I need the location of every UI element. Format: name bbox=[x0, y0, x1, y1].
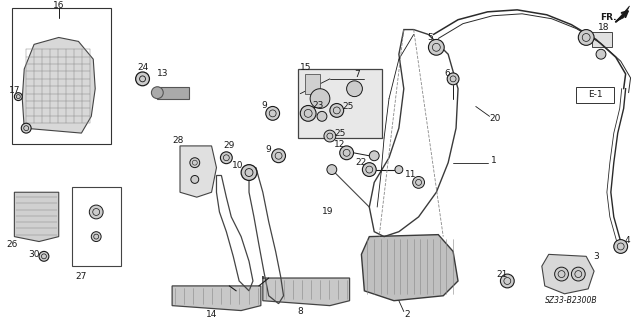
Circle shape bbox=[572, 267, 585, 281]
Circle shape bbox=[413, 176, 424, 188]
Circle shape bbox=[241, 165, 257, 181]
Text: 25: 25 bbox=[342, 102, 353, 111]
Circle shape bbox=[310, 89, 330, 108]
Circle shape bbox=[14, 93, 22, 100]
Circle shape bbox=[272, 149, 285, 163]
Text: 20: 20 bbox=[490, 114, 501, 123]
Text: 12: 12 bbox=[334, 140, 346, 149]
Text: 25: 25 bbox=[334, 129, 346, 137]
Text: 6: 6 bbox=[444, 70, 450, 78]
Bar bbox=[577, 87, 614, 102]
Circle shape bbox=[266, 107, 280, 120]
Text: 24: 24 bbox=[137, 63, 148, 71]
Circle shape bbox=[190, 158, 200, 167]
Bar bbox=[157, 87, 189, 99]
Circle shape bbox=[220, 152, 232, 164]
Text: 9: 9 bbox=[261, 101, 267, 110]
Text: FR.: FR. bbox=[600, 13, 617, 22]
Bar bbox=[72, 187, 121, 266]
Text: 10: 10 bbox=[232, 161, 244, 170]
Circle shape bbox=[92, 232, 101, 241]
Polygon shape bbox=[542, 254, 594, 294]
Circle shape bbox=[395, 166, 403, 174]
Circle shape bbox=[369, 151, 379, 161]
Circle shape bbox=[428, 40, 444, 55]
Polygon shape bbox=[172, 286, 261, 311]
Text: 14: 14 bbox=[206, 310, 217, 319]
Circle shape bbox=[596, 49, 606, 59]
Circle shape bbox=[300, 106, 316, 121]
Polygon shape bbox=[362, 235, 458, 301]
Text: 8: 8 bbox=[298, 307, 303, 316]
Text: 19: 19 bbox=[322, 207, 333, 217]
Text: E-1: E-1 bbox=[588, 90, 602, 99]
Circle shape bbox=[21, 123, 31, 133]
Circle shape bbox=[324, 130, 336, 142]
Circle shape bbox=[191, 175, 199, 183]
Circle shape bbox=[330, 104, 344, 117]
Circle shape bbox=[555, 267, 568, 281]
Circle shape bbox=[614, 240, 628, 253]
Text: 18: 18 bbox=[598, 23, 610, 32]
Text: 13: 13 bbox=[157, 70, 168, 78]
Text: 2: 2 bbox=[404, 310, 410, 319]
Polygon shape bbox=[22, 37, 95, 133]
Circle shape bbox=[447, 73, 459, 85]
Text: 5: 5 bbox=[428, 33, 433, 42]
Text: 16: 16 bbox=[53, 1, 65, 11]
Circle shape bbox=[340, 146, 353, 160]
Text: 15: 15 bbox=[300, 63, 312, 71]
Bar bbox=[298, 69, 382, 138]
Text: 9: 9 bbox=[266, 145, 271, 154]
Text: SZ33-B2300B: SZ33-B2300B bbox=[545, 296, 598, 305]
Text: 7: 7 bbox=[355, 70, 360, 79]
Circle shape bbox=[152, 87, 163, 99]
Text: 22: 22 bbox=[356, 158, 367, 167]
Polygon shape bbox=[616, 6, 630, 22]
Polygon shape bbox=[180, 146, 216, 197]
Text: 21: 21 bbox=[497, 270, 508, 278]
Circle shape bbox=[347, 81, 362, 97]
Text: 11: 11 bbox=[405, 170, 417, 179]
Text: 28: 28 bbox=[172, 137, 184, 145]
Text: 1: 1 bbox=[491, 156, 497, 165]
Bar bbox=[305, 74, 320, 94]
Text: 29: 29 bbox=[223, 141, 235, 151]
Polygon shape bbox=[14, 192, 59, 241]
Text: 26: 26 bbox=[6, 240, 18, 249]
Bar bbox=[592, 32, 612, 47]
Circle shape bbox=[317, 111, 327, 121]
Circle shape bbox=[39, 251, 49, 261]
Circle shape bbox=[327, 165, 337, 174]
Bar bbox=[12, 8, 111, 144]
Text: 4: 4 bbox=[625, 236, 630, 245]
Circle shape bbox=[90, 205, 103, 219]
Circle shape bbox=[579, 30, 594, 45]
Text: 23: 23 bbox=[312, 101, 324, 110]
Text: 3: 3 bbox=[593, 252, 599, 261]
Text: 27: 27 bbox=[76, 271, 87, 280]
Text: 30: 30 bbox=[28, 250, 40, 259]
Text: 17: 17 bbox=[8, 86, 20, 95]
Polygon shape bbox=[263, 276, 349, 306]
Circle shape bbox=[500, 274, 514, 288]
Circle shape bbox=[362, 163, 376, 176]
Circle shape bbox=[136, 72, 150, 86]
